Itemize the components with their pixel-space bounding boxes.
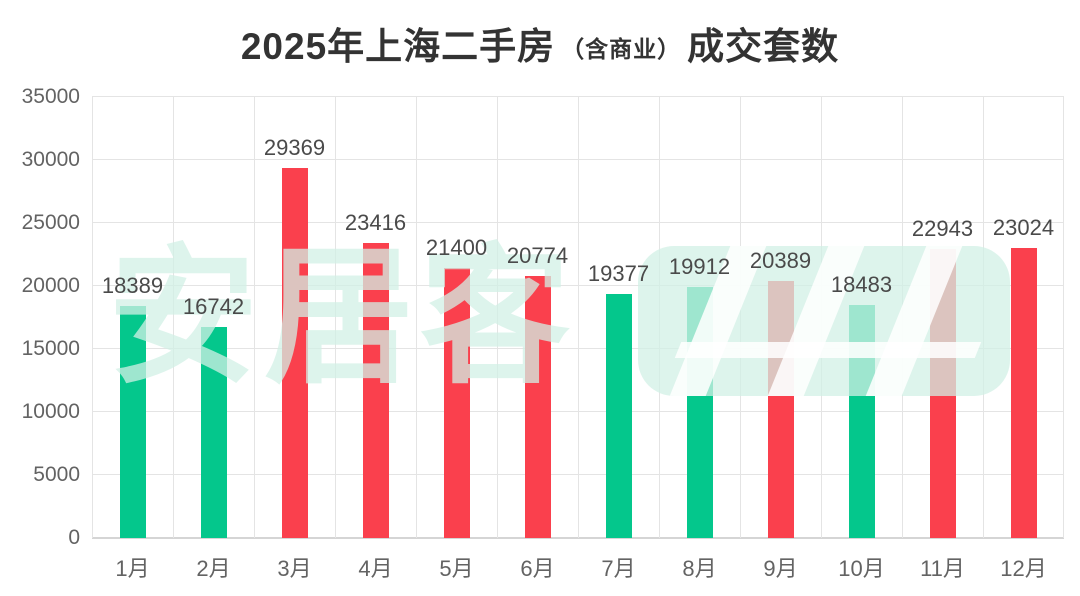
chart-title-paren: （含商业） xyxy=(561,36,682,62)
bar-value-label: 19377 xyxy=(587,260,650,286)
x-axis-tick-label: 9月 xyxy=(763,556,798,581)
gridline-vertical xyxy=(254,97,255,538)
chart-title-suffix: 成交套数 xyxy=(687,26,840,67)
y-axis-tick-label: 35000 xyxy=(21,85,80,108)
bar-8月 xyxy=(686,287,713,538)
bar-value-label: 16742 xyxy=(182,294,245,320)
gridline-vertical xyxy=(821,97,822,538)
gridline-vertical xyxy=(659,97,660,538)
bar-value-label: 21400 xyxy=(425,235,488,261)
x-axis-tick-label: 10月 xyxy=(838,556,885,581)
bar-12月 xyxy=(1010,247,1037,538)
x-axis-tick-label: 3月 xyxy=(277,556,312,581)
bar-value-label: 23024 xyxy=(992,214,1055,240)
bar-value-label: 22943 xyxy=(911,215,974,241)
x-axis-tick-label: 1月 xyxy=(115,556,150,581)
bar-value-label: 18483 xyxy=(830,272,893,298)
bar-1月 xyxy=(119,306,146,538)
bar-4月 xyxy=(362,242,389,538)
bar-value-label: 19912 xyxy=(668,254,731,280)
gridline-vertical xyxy=(335,97,336,538)
x-axis-line xyxy=(92,537,1064,539)
bar-10月 xyxy=(848,305,875,538)
gridline-vertical xyxy=(902,97,903,538)
x-axis-tick-label: 2月 xyxy=(196,556,231,581)
bar-6月 xyxy=(524,276,551,538)
gridline-vertical xyxy=(416,97,417,538)
gridline-vertical xyxy=(173,97,174,538)
gridline-horizontal xyxy=(92,96,1064,97)
bar-3月 xyxy=(281,167,308,538)
x-axis-tick-label: 7月 xyxy=(601,556,636,581)
bar-2月 xyxy=(200,327,227,538)
x-axis-tick-label: 12月 xyxy=(1000,556,1047,581)
x-axis-tick-label: 8月 xyxy=(682,556,717,581)
y-axis-tick-label: 10000 xyxy=(21,400,80,423)
chart-title-prefix: 2025年上海二手房 xyxy=(240,26,556,67)
bar-value-label: 23416 xyxy=(344,209,407,235)
gridline-vertical xyxy=(1063,97,1064,538)
gridline-vertical xyxy=(983,97,984,538)
y-axis-line xyxy=(92,97,93,538)
bar-value-label: 18389 xyxy=(101,273,164,299)
gridline-vertical xyxy=(497,97,498,538)
bar-9月 xyxy=(767,281,794,538)
bar-value-label: 20774 xyxy=(506,243,569,269)
plot-area: 18389 16742 29369 23416 21400 20774 19377 19912… xyxy=(92,96,1064,539)
bar-7月 xyxy=(605,293,632,538)
bar-value-label: 29369 xyxy=(263,134,326,160)
bar-11月 xyxy=(929,248,956,538)
y-axis-tick-label: 0 xyxy=(68,526,80,549)
bar-5月 xyxy=(443,268,470,538)
bar-value-label: 20389 xyxy=(749,248,812,274)
x-axis-tick-label: 6月 xyxy=(520,556,555,581)
x-axis-tick-label: 11月 xyxy=(920,556,965,581)
gridline-vertical xyxy=(740,97,741,538)
x-axis-tick-label: 5月 xyxy=(439,556,474,581)
y-axis-tick-label: 15000 xyxy=(21,337,80,360)
y-axis-tick-label: 5000 xyxy=(33,463,80,486)
y-axis-tick-label: 20000 xyxy=(21,274,80,297)
y-axis-tick-label: 25000 xyxy=(21,211,80,234)
gridline-vertical xyxy=(578,97,579,538)
y-axis: 0 5000 10000 15000 20000 25000 30000 35000 xyxy=(0,0,80,596)
x-axis-tick-label: 4月 xyxy=(358,556,393,581)
chart-title: 2025年上海二手房 （含商业） 成交套数 xyxy=(0,16,1080,70)
x-axis: 1月 2月 3月 4月 5月 6月 7月 8月 9月 10月 11月 12月 xyxy=(92,551,1064,583)
y-axis-tick-label: 30000 xyxy=(21,148,80,171)
